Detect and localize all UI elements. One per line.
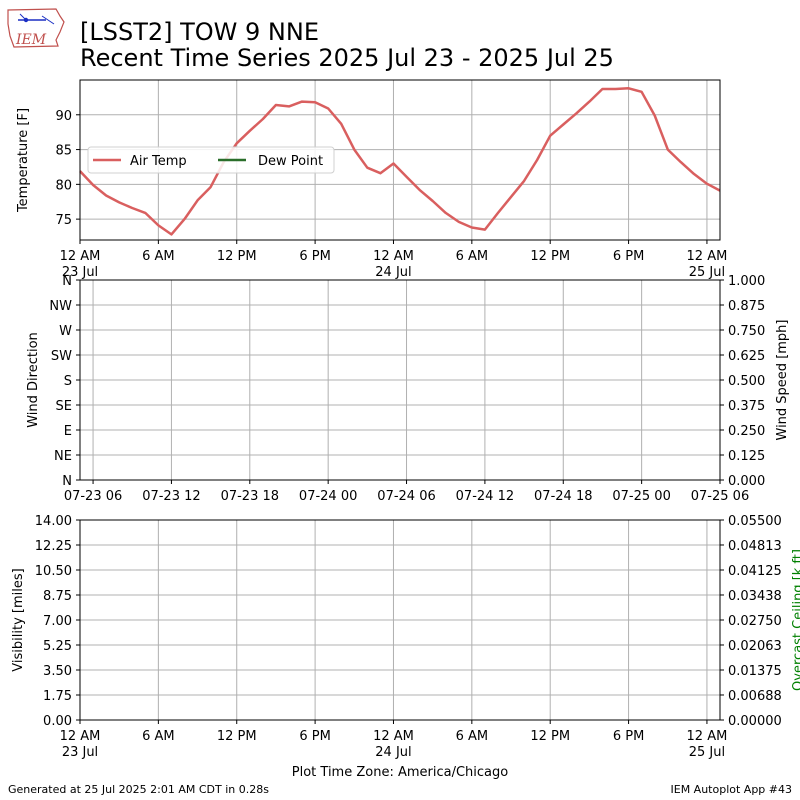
logo-text: IEM <box>15 32 47 48</box>
y-tick-label: 10.50 <box>35 564 72 579</box>
x-tick-label: 6 AM <box>142 729 175 744</box>
x-tick-label: 6 PM <box>299 249 330 264</box>
chart-title-line2: Recent Time Series 2025 Jul 23 - 2025 Ju… <box>80 44 614 72</box>
x-tick-label: 12 PM <box>217 729 257 744</box>
y-tick-label: 3.50 <box>43 664 72 679</box>
right-y-tick-label: 0.125 <box>728 449 765 464</box>
y-tick-label: S <box>64 374 72 389</box>
y-tick-label: 80 <box>55 178 72 193</box>
temperature-panel-frame <box>79 79 721 241</box>
y-tick-label: 0.00 <box>43 714 72 729</box>
x-tick-label: 12 AM <box>687 729 728 744</box>
x-tick-label: 12 PM <box>217 249 257 264</box>
x-tick-sublabel: 24 Jul <box>375 745 411 760</box>
y-tick-label: E <box>64 424 72 439</box>
x-tick-label: 12 PM <box>530 729 570 744</box>
x-tick-sublabel: 25 Jul <box>689 745 725 760</box>
x-tick-label: 07-23 12 <box>142 489 200 504</box>
temperature-axis-label: Temperature [F] <box>16 108 31 213</box>
y-tick-label: 5.25 <box>43 639 72 654</box>
legend-label-air-temp: Air Temp <box>130 154 187 169</box>
right-y-tick-label: 0.000 <box>728 474 765 489</box>
right-y-tick-label: 0.05500 <box>728 514 782 529</box>
y-tick-label: N <box>62 474 72 489</box>
y-tick-label: SW <box>51 349 72 364</box>
air-temp-line <box>79 87 721 236</box>
legend-box <box>87 146 335 174</box>
y-tick-label: SE <box>56 399 72 414</box>
x-tick-label: 12 AM <box>60 249 101 264</box>
visibility-axis-label: Visibility [miles] <box>11 568 26 671</box>
x-tick-label: 07-25 06 <box>691 489 749 504</box>
x-tick-label: 07-23 18 <box>221 489 279 504</box>
visibility-panel-frame <box>79 519 721 721</box>
wind-direction-axis-label: Wind Direction <box>26 332 41 428</box>
x-tick-label: 07-24 00 <box>299 489 357 504</box>
x-tick-sublabel: 23 Jul <box>62 745 98 760</box>
x-tick-label: 6 AM <box>456 729 489 744</box>
right-y-tick-label: 1.000 <box>728 274 765 289</box>
generated-note: Generated at 25 Jul 2025 2:01 AM CDT in … <box>8 783 269 796</box>
y-tick-label: 12.25 <box>35 539 72 554</box>
right-y-tick-label: 0.04813 <box>728 539 782 554</box>
x-tick-label: 12 AM <box>687 249 728 264</box>
x-tick-label: 07-24 06 <box>377 489 435 504</box>
x-tick-label: 6 PM <box>613 729 644 744</box>
x-tick-label: 12 AM <box>373 249 414 264</box>
x-tick-label: 12 AM <box>60 729 101 744</box>
x-tick-label: 6 PM <box>613 249 644 264</box>
x-tick-label: 12 PM <box>530 249 570 264</box>
right-y-tick-label: 0.01375 <box>728 664 782 679</box>
legend-label-dew-point: Dew Point <box>258 154 323 169</box>
app-note: IEM Autoplot App #43 <box>670 783 793 796</box>
y-tick-label: 85 <box>55 144 72 159</box>
y-tick-label: 75 <box>55 213 72 228</box>
right-y-tick-label: 0.750 <box>728 324 765 339</box>
x-tick-label: 6 AM <box>456 249 489 264</box>
right-y-tick-label: 0.00000 <box>728 714 782 729</box>
right-y-tick-label: 0.02750 <box>728 614 782 629</box>
y-tick-label: NW <box>49 299 72 314</box>
x-tick-sublabel: 23 Jul <box>62 265 98 280</box>
right-y-tick-label: 0.04125 <box>728 564 782 579</box>
time-zone-label: Plot Time Zone: America/Chicago <box>292 765 508 780</box>
right-y-tick-label: 0.250 <box>728 424 765 439</box>
y-tick-label: 14.00 <box>35 514 72 529</box>
right-y-tick-label: 0.00688 <box>728 689 782 704</box>
iem-logo: IEM <box>7 8 65 48</box>
right-y-tick-label: 0.625 <box>728 349 765 364</box>
x-tick-label: 07-23 06 <box>64 489 122 504</box>
chart-title-line1: [LSST2] TOW 9 NNE <box>80 18 320 46</box>
y-tick-label: 90 <box>55 109 72 124</box>
ceiling-axis-label: Overcast Ceiling [k ft] <box>791 549 800 691</box>
right-y-tick-label: 0.500 <box>728 374 765 389</box>
y-tick-label: 7.00 <box>43 614 72 629</box>
x-tick-sublabel: 25 Jul <box>689 265 725 280</box>
x-tick-label: 07-24 18 <box>534 489 592 504</box>
x-tick-label: 12 AM <box>373 729 414 744</box>
x-tick-sublabel: 24 Jul <box>375 265 411 280</box>
right-y-tick-label: 0.03438 <box>728 589 782 604</box>
wind-speed-axis-label: Wind Speed [mph] <box>775 320 790 441</box>
x-tick-label: 07-24 12 <box>456 489 514 504</box>
x-tick-label: 07-25 00 <box>612 489 670 504</box>
x-tick-label: 6 PM <box>299 729 330 744</box>
y-tick-label: W <box>59 324 72 339</box>
y-tick-label: NE <box>54 449 72 464</box>
y-tick-label: 8.75 <box>43 589 72 604</box>
y-tick-label: N <box>62 274 72 289</box>
wind-panel-frame <box>79 279 721 481</box>
right-y-tick-label: 0.375 <box>728 399 765 414</box>
y-tick-label: 1.75 <box>43 689 72 704</box>
right-y-tick-label: 0.02063 <box>728 639 782 654</box>
right-y-tick-label: 0.875 <box>728 299 765 314</box>
x-tick-label: 6 AM <box>142 249 175 264</box>
